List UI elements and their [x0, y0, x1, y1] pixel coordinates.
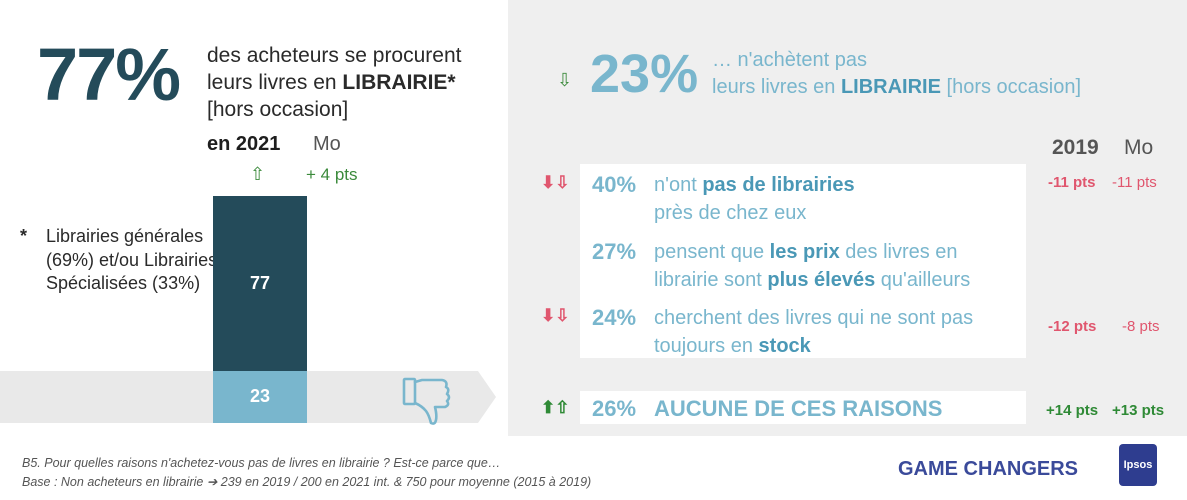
- arrow-down-outline-icon: ⇩: [557, 70, 573, 90]
- year-label-2021: en 2021: [207, 133, 281, 155]
- none-reason-box: [580, 391, 1026, 424]
- question-text: B5. Pour quelles raisons n'achetez-vous …: [22, 456, 501, 470]
- column-header-2019: 2019: [1052, 136, 1099, 159]
- reason-3-line2: toujours en stock: [654, 335, 811, 357]
- reason-1-line1: n'ont pas de librairies: [654, 174, 855, 196]
- stacked-bar-chart: 77 23: [213, 196, 307, 423]
- thumbs-down-icon: [402, 377, 451, 425]
- delta-2021-mo: + 4 pts: [306, 165, 358, 184]
- headline-left-line2: leurs livres en LIBRAIRIE*: [207, 71, 456, 94]
- reason-2-line2: librairie sont plus élevés qu'ailleurs: [654, 269, 971, 291]
- bar-segment-23: 23: [213, 370, 307, 423]
- bar-segment-77: 77: [213, 196, 307, 371]
- arrow-up-outline-icon: ⇧: [250, 164, 266, 184]
- reason-2-percent: 27%: [592, 239, 637, 264]
- base-text: Base : Non acheteurs en librairie ➔ 239 …: [22, 475, 592, 489]
- mo-label-left: Mo: [313, 133, 341, 155]
- reason-1-delta-2019: -11 pts: [1048, 174, 1096, 191]
- reason-1-delta-mo: -11 pts: [1112, 174, 1157, 191]
- none-reason-delta-mo: +13 pts: [1112, 402, 1165, 419]
- bar-label-77: 77: [249, 272, 271, 293]
- reason-3-delta-mo: -8 pts: [1122, 318, 1160, 335]
- arrow-down-solid-icon: ⬇⇩: [541, 306, 570, 325]
- bar-label-23: 23: [249, 386, 271, 407]
- reason-1-line2: près de chez eux: [654, 202, 807, 224]
- headline-left-line1: des acheteurs se procurent: [207, 44, 462, 67]
- big-percent-right: 23%: [590, 44, 699, 104]
- headline-right-line2: leurs livres en LIBRAIRIE [hors occasion…: [712, 76, 1082, 98]
- column-header-mo: Mo: [1124, 136, 1154, 159]
- footnote-star: *: [20, 226, 28, 246]
- footnote-text: Librairies générales (69%) et/ou Librair…: [46, 226, 218, 293]
- reasons-box: [580, 164, 1026, 358]
- reason-3-delta-2019: -12 pts: [1048, 318, 1097, 335]
- headline-left-line3: [hors occasion]: [207, 98, 349, 121]
- none-reason-percent: 26%: [592, 396, 637, 421]
- none-reason-delta-2019: +14 pts: [1046, 402, 1099, 419]
- reason-3-percent: 24%: [592, 305, 637, 330]
- arrow-down-solid-icon: ⬇⇩: [541, 173, 570, 192]
- arrow-up-solid-icon: ⬆⇧: [541, 398, 570, 417]
- headline-right-line1: … n'achètent pas: [712, 49, 868, 71]
- reason-3-line1: cherchent des livres qui ne sont pas: [654, 307, 974, 329]
- ipsos-logo: Ipsos: [1119, 444, 1157, 486]
- reason-1-percent: 40%: [592, 172, 637, 197]
- big-percent-left: 77%: [37, 33, 181, 116]
- reason-2-line1: pensent que les prix des livres en: [654, 241, 958, 263]
- brand-game-changers: GAME CHANGERS: [898, 458, 1079, 480]
- none-reason-label: AUCUNE DE CES RAISONS: [654, 396, 943, 421]
